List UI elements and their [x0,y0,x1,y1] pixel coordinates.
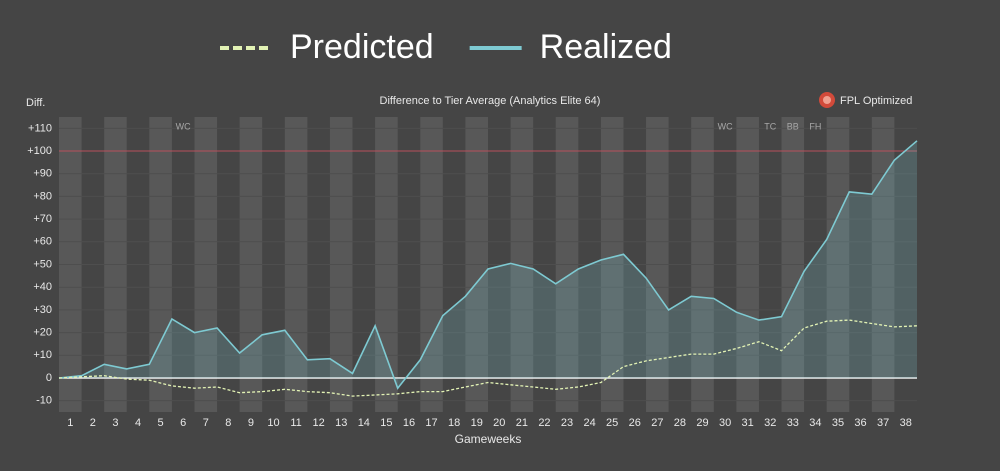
x-tick-label: 15 [380,417,392,429]
y-tick-label: 0 [46,372,52,384]
x-tick-label: 7 [203,417,209,429]
y-tick-label: +20 [33,326,52,338]
x-tick-label: 2 [90,417,96,429]
x-tick-label: 23 [561,417,573,429]
x-tick-label: 36 [854,417,866,429]
x-tick-label: 26 [629,417,641,429]
x-tick-label: 28 [674,417,686,429]
x-axis-label: Gameweeks [455,432,522,446]
y-axis-label: Diff. [26,97,45,109]
x-tick-label: 16 [403,417,415,429]
chart-title: Difference to Tier Average (Analytics El… [380,95,601,107]
x-tick-label: 38 [900,417,912,429]
logo-icon-inner [823,96,831,104]
x-tick-label: 19 [471,417,483,429]
x-tick-label: 34 [809,417,821,429]
x-tick-label: 33 [787,417,799,429]
x-tick-label: 20 [493,417,505,429]
x-tick-label: 17 [425,417,437,429]
y-tick-label: +50 [33,258,52,270]
y-tick-label: +10 [33,349,52,361]
x-tick-label: 18 [448,417,460,429]
x-tick-label: 37 [877,417,889,429]
legend-label: Realized [540,28,672,66]
x-tick-label: 1 [67,417,73,429]
chip-annotation: WC [718,121,733,131]
x-tick-label: 4 [135,417,141,429]
y-tick-label: +90 [33,168,52,180]
x-tick-label: 10 [267,417,279,429]
x-tick-label: 8 [225,417,231,429]
series-line [58,140,918,390]
y-tick-label: +80 [33,190,52,202]
x-tick-label: 13 [335,417,347,429]
x-tick-label: 22 [538,417,550,429]
x-tick-label: 30 [719,417,731,429]
x-tick-label: 6 [180,417,186,429]
y-tick-label: +60 [33,236,52,248]
x-tick-label: 25 [606,417,618,429]
x-tick-label: 31 [742,417,754,429]
x-tick-label: 3 [112,417,118,429]
chip-annotation: BB [787,121,799,131]
legend-label: Predicted [290,28,434,66]
logo-text: FPL Optimized [840,95,912,107]
y-tick-label: +110 [28,122,52,134]
legend: Predicted Realized [220,28,672,66]
x-tick-label: 27 [651,417,663,429]
x-tick-label: 29 [696,417,708,429]
y-tick-label: +70 [33,213,52,225]
grid [59,127,917,402]
x-tick-label: 5 [158,417,164,429]
x-tick-label: 12 [313,417,325,429]
x-tick-label: 35 [832,417,844,429]
x-tick-label: 9 [248,417,254,429]
logo: FPL Optimized [819,92,912,108]
marks [58,140,918,397]
x-tick-label: 14 [358,417,370,429]
y-tick-label: +40 [33,281,52,293]
y-tick-label: +30 [33,304,52,316]
area [59,140,917,389]
x-tick-label: 21 [516,417,528,429]
y-tick-label: -10 [36,395,52,407]
series-line [58,319,918,397]
y-tick-label: +100 [27,145,52,157]
x-tick-label: 11 [290,417,301,429]
chip-annotation: TC [764,121,776,131]
x-tick-label: 32 [764,417,776,429]
x-tick-label: 24 [583,417,595,429]
chip-annotation: FH [809,121,821,131]
chip-annotation: WC [176,121,191,131]
